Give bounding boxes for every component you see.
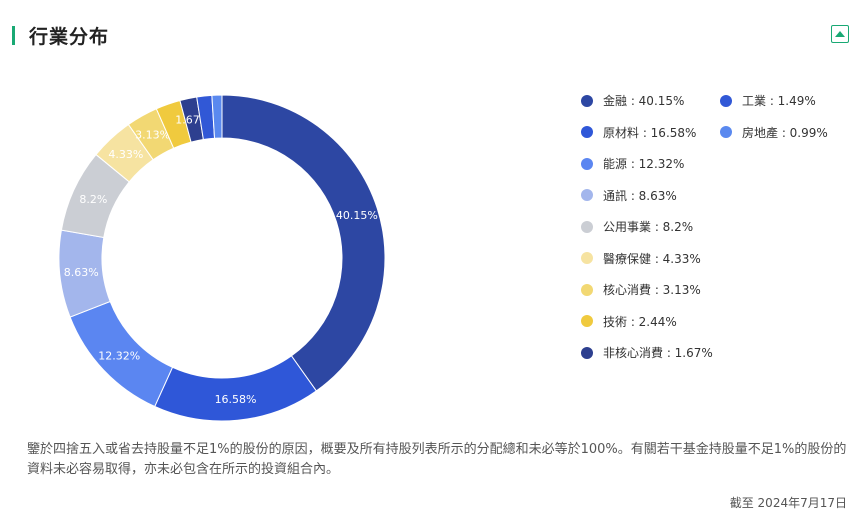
donut-chart: 40.15%16.58%12.32%8.63%8.2%4.33%3.13%1.6…	[58, 94, 386, 422]
legend-item[interactable]: 公用事業 : 8.2%	[581, 218, 693, 235]
collapse-button[interactable]	[831, 25, 849, 43]
legend-label: 核心消費 : 3.13%	[603, 283, 701, 297]
legend-label: 公用事業 : 8.2%	[603, 220, 694, 234]
section-title: 行業分布	[29, 25, 110, 48]
legend-swatch	[720, 126, 732, 138]
legend-item[interactable]: 醫療保健 : 4.33%	[581, 250, 701, 267]
legend-swatch	[581, 315, 593, 327]
legend-label: 金融 : 40.15%	[603, 94, 685, 108]
legend-label: 房地產 : 0.99%	[742, 125, 828, 140]
legend-item[interactable]: 非核心消費 : 1.67%	[581, 344, 713, 361]
slice-label: 8.2%	[79, 193, 107, 206]
slice-label: 8.63%	[64, 266, 99, 279]
legend-label: 技術 : 2.44%	[603, 314, 677, 329]
legend-swatch	[581, 220, 593, 233]
slice-label: 40.15%	[336, 209, 378, 222]
legend-item[interactable]: 金融 : 40.15%	[581, 92, 684, 109]
legend-swatch	[720, 94, 732, 107]
legend-label: 工業 : 1.49%	[742, 94, 816, 108]
legend-item[interactable]: 房地產 : 0.99%	[720, 124, 828, 141]
donut-slice[interactable]	[154, 355, 318, 422]
legend-label: 醫療保健 : 4.33%	[603, 251, 701, 266]
as-of-date: 截至 2024年7月17日	[729, 496, 847, 510]
legend-item[interactable]: 工業 : 1.49%	[720, 92, 816, 109]
legend-swatch	[581, 252, 593, 264]
header-accent-bar	[12, 25, 15, 45]
legend-item[interactable]: 技術 : 2.44%	[581, 313, 677, 330]
legend-item[interactable]: 能源 : 12.32%	[581, 155, 684, 172]
legend-label: 通訊 : 8.63%	[603, 188, 677, 203]
slice-label: 4.33%	[108, 148, 143, 161]
chart-legend: 金融 : 40.15% 原材料 : 16.58% 能源 : 12.32% 通訊 : 8…	[581, 92, 851, 392]
legend-label: 原材料 : 16.58%	[603, 125, 697, 140]
legend-swatch	[581, 283, 593, 296]
legend-item[interactable]: 通訊 : 8.63%	[581, 187, 677, 204]
legend-swatch	[581, 346, 593, 359]
donut-slice[interactable]	[211, 94, 223, 139]
legend-label: 非核心消費 : 1.67%	[603, 346, 713, 360]
legend-label: 能源 : 12.32%	[603, 157, 685, 171]
slice-label: 3.13%	[135, 129, 170, 142]
legend-swatch	[581, 94, 593, 107]
slice-label: 12.32%	[98, 349, 140, 362]
legend-item[interactable]: 原材料 : 16.58%	[581, 124, 696, 141]
slice-label: 16.58%	[215, 393, 257, 406]
legend-swatch	[581, 126, 593, 138]
footnote: 鑒於四捨五入或省去持股量不足1%的股份的原因，概要及所有持股列表所示的分配總和未…	[27, 442, 847, 477]
section-header: 行業分布	[12, 22, 109, 48]
triangle-up-icon	[835, 31, 845, 37]
legend-swatch	[581, 157, 593, 170]
donut-slice[interactable]	[221, 94, 386, 392]
legend-swatch	[581, 189, 593, 201]
legend-item[interactable]: 核心消費 : 3.13%	[581, 281, 701, 298]
